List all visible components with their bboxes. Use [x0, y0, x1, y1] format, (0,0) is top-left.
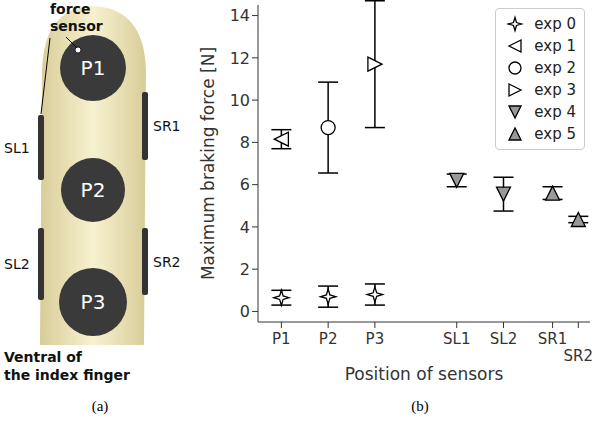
- svg-text:2: 2: [240, 260, 250, 279]
- svg-text:SR1: SR1: [538, 330, 568, 348]
- svg-text:4: 4: [240, 218, 250, 237]
- html-text:exp 5: exp 5: [534, 125, 576, 143]
- svg-text:P3: P3: [81, 290, 106, 314]
- svg-text:P3: P3: [366, 330, 385, 348]
- svg-text:14: 14: [230, 6, 250, 25]
- html-text:exp 2: exp 2: [534, 59, 576, 77]
- svg-text:P2: P2: [319, 330, 338, 348]
- svg-text:the index finger: the index finger: [4, 367, 130, 383]
- svg-text:SL2: SL2: [4, 256, 30, 272]
- svg-text:Maximum braking force [N]: Maximum braking force [N]: [198, 47, 218, 280]
- svg-text:0: 0: [240, 302, 250, 321]
- svg-text:6: 6: [240, 175, 250, 194]
- html-text:exp 4: exp 4: [534, 103, 576, 121]
- svg-text:SR1: SR1: [153, 118, 181, 134]
- svg-text:force: force: [50, 1, 90, 17]
- svg-text:SL2: SL2: [490, 330, 517, 348]
- svg-text:SL1: SL1: [4, 140, 30, 156]
- svg-text:P1: P1: [272, 330, 291, 348]
- svg-text:8: 8: [240, 133, 250, 152]
- html-text:(a): (a): [91, 398, 109, 414]
- svg-text:SR2: SR2: [564, 347, 594, 365]
- html-text:(b): (b): [411, 398, 429, 414]
- svg-text:sensor: sensor: [50, 18, 103, 34]
- svg-text:Position of sensors: Position of sensors: [345, 364, 504, 384]
- svg-text:SL1: SL1: [443, 330, 470, 348]
- html-text:exp 1: exp 1: [534, 37, 576, 55]
- svg-text:12: 12: [230, 49, 250, 68]
- html-text:exp 0: exp 0: [534, 15, 576, 33]
- svg-text:P2: P2: [81, 178, 106, 202]
- svg-text:10: 10: [230, 91, 250, 110]
- svg-text:SR2: SR2: [153, 254, 181, 270]
- html-text:exp 3: exp 3: [534, 81, 576, 99]
- svg-text:P1: P1: [81, 56, 106, 80]
- svg-text:Ventral of: Ventral of: [4, 349, 83, 365]
